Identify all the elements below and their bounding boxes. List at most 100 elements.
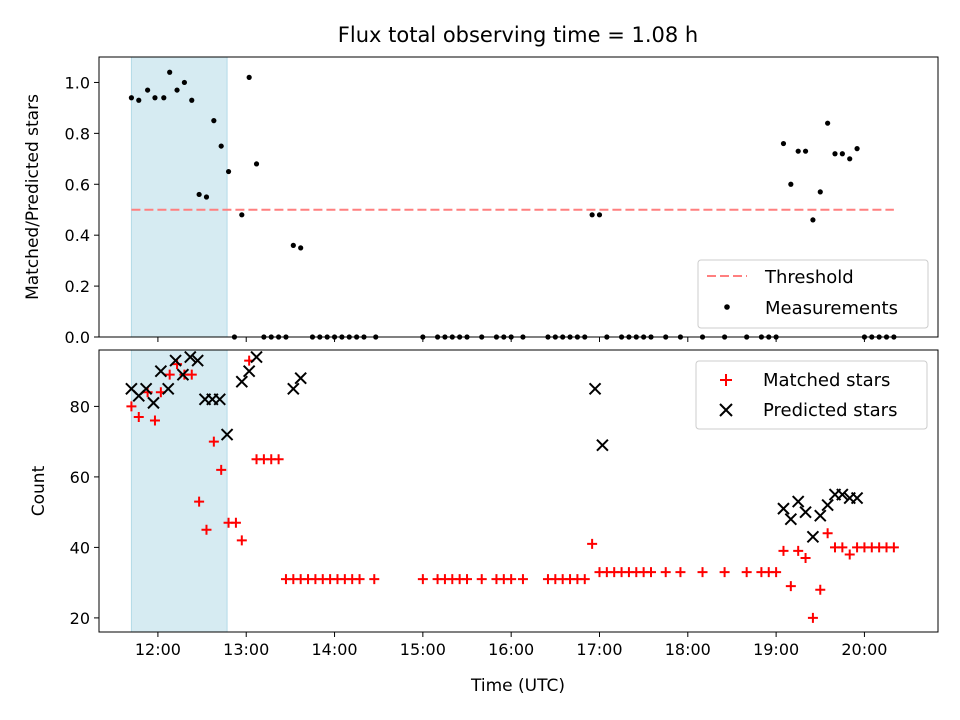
bottom-panel-x-ticks: 12:00 13:00 14:00 15:00 16:00 17:00 18:00 19:00… [135, 632, 887, 659]
top-panel-y-label: Matched/Predicted stars [23, 94, 43, 300]
measurement-point [825, 120, 831, 126]
matched-star-point [369, 574, 380, 585]
matched-star-point [697, 567, 708, 578]
x-tick-label: 15:00 [400, 640, 446, 659]
measurement-point [196, 191, 202, 198]
predicted-star-point [242, 364, 256, 378]
measurement-point [167, 69, 173, 75]
matched-star-point [675, 567, 686, 578]
measurement-point [239, 212, 245, 218]
predicted-star-point [784, 512, 798, 526]
measurement-point [298, 245, 304, 251]
top-panel-x-ticks [157, 337, 865, 342]
measurement-point [810, 217, 816, 223]
measurement-point [780, 140, 787, 147]
top-panel-shade [130, 56, 228, 338]
predicted-star-point [162, 382, 175, 395]
matched-star-point [273, 454, 284, 465]
measurement-point [145, 87, 151, 93]
matched-star-point [660, 567, 671, 578]
matched-star-point [354, 574, 365, 585]
x-tick-label: 14:00 [311, 640, 357, 659]
matched-star-point [587, 538, 598, 549]
matched-star-point [807, 612, 818, 623]
x-tick-label: 13:00 [223, 640, 269, 659]
predicted-star-point [154, 364, 168, 378]
measurement-point [817, 189, 823, 195]
measurement-point [788, 181, 794, 187]
top-panel: 0.0 0.2 0.4 0.6 0.8 1.0 Matched/Predicted sta… [23, 56, 939, 347]
legend-measurements-swatch [724, 304, 730, 310]
y-tick-label: 0.4 [65, 226, 90, 245]
legend-matched-swatch [720, 374, 732, 386]
legend-predicted-swatch [719, 403, 733, 417]
matched-star-point [579, 574, 590, 585]
predicted-star-point [596, 438, 609, 452]
matched-star-point [778, 545, 789, 556]
matched-star-point [186, 369, 197, 380]
bottom-panel-y-ticks: 20 40 60 80 [70, 397, 99, 628]
measurement-point [161, 95, 167, 101]
x-tick-label: 18:00 [665, 640, 711, 659]
top-panel-y-ticks: 0.0 0.2 0.4 0.6 0.8 1.0 [65, 73, 99, 347]
chart-title: Flux total observing time = 1.08 h [338, 23, 698, 47]
x-tick-label: 12:00 [135, 640, 181, 659]
top-legend: Threshold Measurements [697, 259, 929, 329]
legend-threshold-label: Threshold [764, 267, 854, 288]
measurement-point [795, 148, 801, 154]
matched-star-point [417, 574, 428, 585]
predicted-star-point [235, 375, 249, 388]
predicted-star-point [814, 509, 827, 522]
measurement-point [203, 194, 210, 200]
predicted-star-point [799, 505, 812, 519]
y-tick-label: 1.0 [65, 73, 90, 92]
predicted-star-point [147, 396, 160, 410]
matched-star-point [646, 567, 657, 578]
measurement-point [225, 168, 232, 175]
measurement-point [128, 95, 135, 101]
measurement-point [802, 148, 809, 154]
x-tick-label: 20:00 [841, 640, 887, 659]
predicted-star-point [836, 488, 849, 501]
legend-predicted-label: Predicted stars [763, 400, 897, 421]
measurement-point [152, 95, 158, 101]
legend-matched-label: Matched stars [763, 370, 890, 391]
matched-star-point [462, 574, 473, 585]
measurement-point [839, 151, 845, 157]
predicted-star-point [791, 495, 805, 508]
predicted-star-point [821, 498, 834, 512]
x-tick-label: 19:00 [753, 640, 799, 659]
matched-star-point [719, 567, 730, 578]
matched-star-point [201, 524, 212, 535]
predicted-star-point [191, 354, 204, 367]
measurement-point [589, 212, 595, 218]
bottom-panel-marks [125, 350, 899, 623]
measurement-point [136, 97, 142, 103]
predicted-star-point [169, 354, 182, 367]
matched-star-point [149, 415, 160, 426]
matched-star-point [506, 574, 517, 585]
measurement-point [832, 151, 838, 157]
predicted-star-point [220, 428, 234, 441]
matched-star-point [815, 584, 826, 595]
measurement-point [211, 118, 217, 124]
bottom-legend: Matched stars Predicted stars [695, 360, 928, 430]
matched-star-point [236, 535, 247, 546]
predicted-star-point [588, 382, 602, 395]
matched-star-point [785, 581, 796, 592]
matched-star-point [133, 411, 144, 422]
predicted-star-point [287, 382, 300, 395]
y-tick-label: 60 [70, 468, 90, 487]
matched-star-point [837, 542, 848, 553]
measurement-point [218, 143, 224, 149]
matched-star-point [216, 464, 227, 475]
y-tick-label: 80 [70, 397, 90, 416]
predicted-star-point [294, 371, 307, 385]
predicted-star-point [806, 530, 820, 544]
y-tick-label: 0.6 [65, 175, 90, 194]
legend-measurements-label: Measurements [765, 298, 898, 319]
predicted-star-point [139, 382, 153, 395]
matched-star-point [822, 528, 833, 539]
y-tick-label: 20 [70, 609, 90, 628]
